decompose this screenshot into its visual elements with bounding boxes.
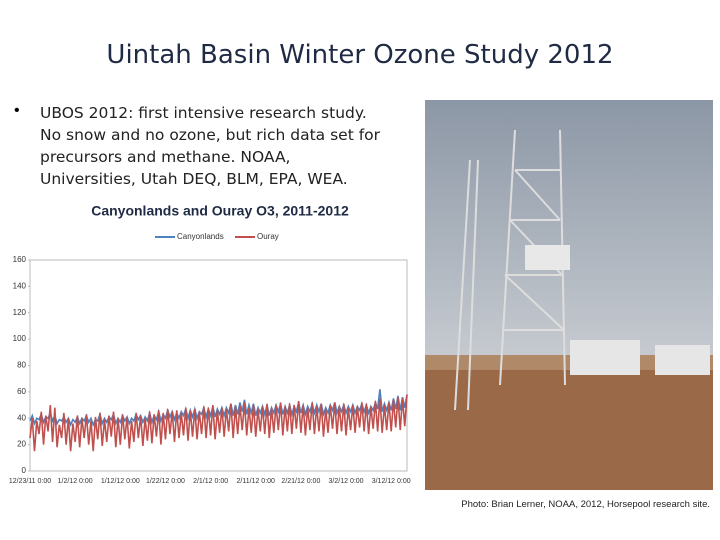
legend-label: Canyonlands	[177, 232, 224, 241]
x-tick-label: 1/22/12 0:00	[146, 478, 185, 485]
y-tick-label: 20	[17, 440, 26, 449]
x-tick-label: 2/1/12 0:00	[193, 478, 228, 485]
y-tick-label: 100	[13, 334, 27, 343]
x-tick-label: 1/2/12 0:00	[58, 478, 93, 485]
series-line	[29, 394, 408, 452]
y-tick-label: 60	[17, 387, 26, 396]
x-tick-label: 3/12/12 0:00	[372, 478, 411, 485]
y-tick-label: 40	[17, 413, 26, 422]
x-tick-label: 2/21/12 0:00	[281, 478, 320, 485]
x-tick-label: 1/12/12 0:00	[101, 478, 140, 485]
slide-title: Uintah Basin Winter Ozone Study 2012	[106, 40, 614, 70]
legend-label: Ouray	[257, 232, 279, 241]
chart-title: Canyonlands and Ouray O3, 2011-2012	[91, 203, 349, 219]
plot-frame	[29, 259, 408, 472]
y-tick-label: 160	[13, 255, 27, 264]
y-tick-label: 120	[13, 308, 27, 317]
x-tick-label: 12/23/11 0:00	[9, 478, 51, 485]
y-tick-label: 0	[22, 466, 27, 475]
y-tick-label: 140	[13, 281, 27, 290]
y-tick-label: 80	[17, 361, 26, 370]
photo-caption: Photo: Brian Lerner, NOAA, 2012, Horsepo…	[461, 499, 710, 510]
bullet-marker: •	[14, 102, 20, 119]
x-tick-label: 3/2/12 0:00	[329, 478, 364, 485]
x-tick-label: 2/11/12 0:00	[237, 478, 276, 485]
bullet-text: UBOS 2012: first intensive research stud…	[40, 104, 381, 188]
